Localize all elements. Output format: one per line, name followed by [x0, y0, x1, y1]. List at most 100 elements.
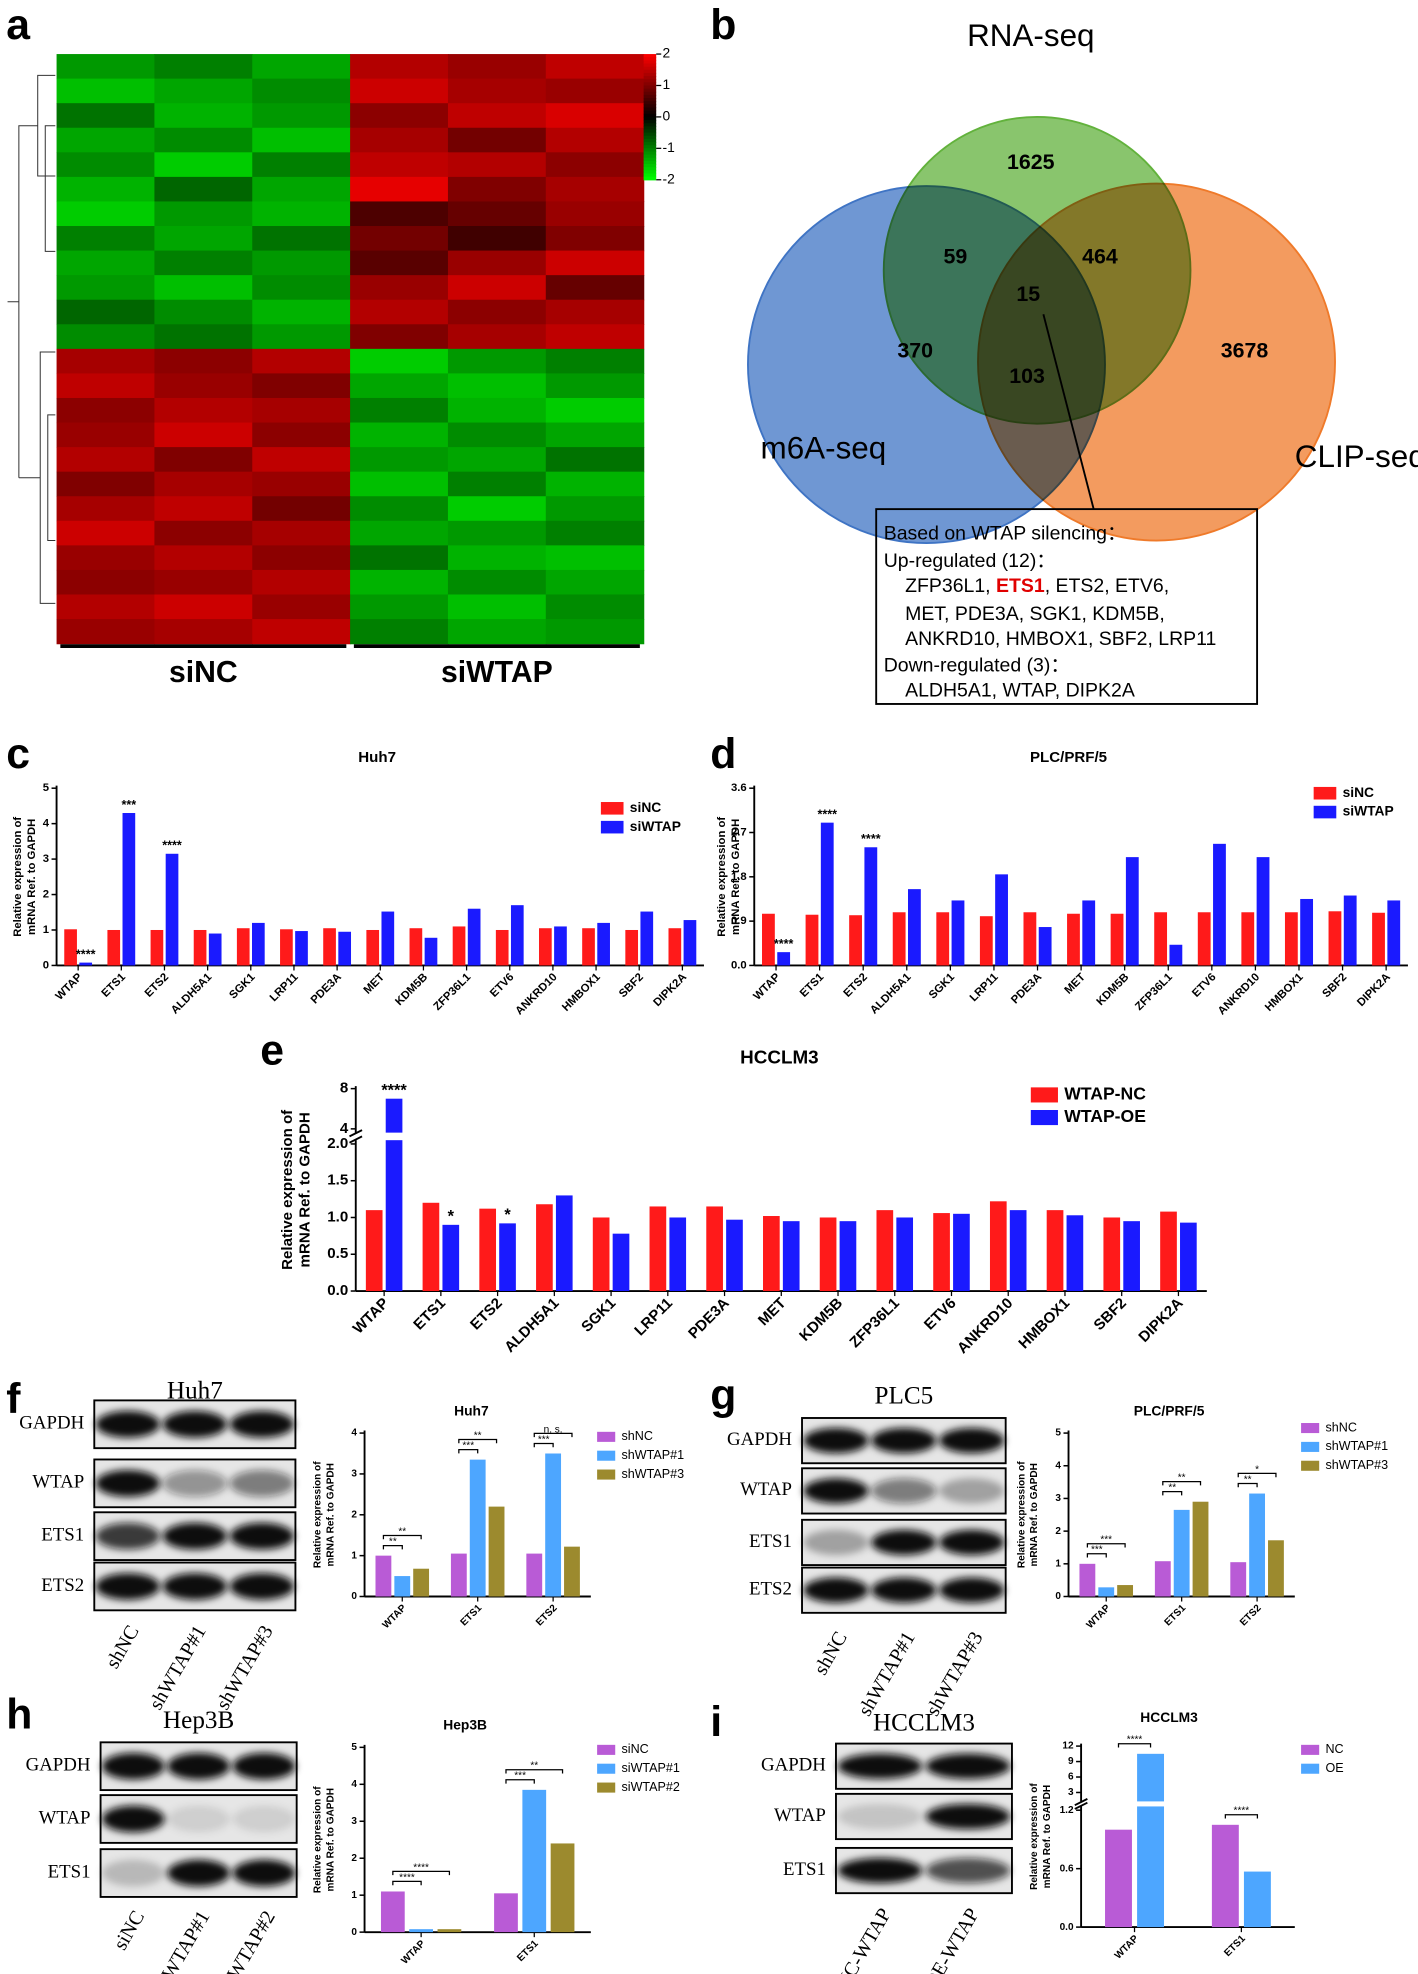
panel-letter: a: [6, 1, 31, 49]
bar: [107, 929, 121, 966]
axis-break: [348, 1132, 1210, 1141]
blot-band: [229, 1410, 295, 1438]
significance-label: *: [504, 1206, 511, 1224]
y-tick-label: 5: [351, 1742, 357, 1753]
bar: [979, 916, 993, 966]
heatmap-cell: [350, 348, 449, 375]
note-down-title: Down-regulated (3)：: [884, 654, 1070, 676]
heatmap-cell: [56, 520, 156, 546]
colorbar-segment: [643, 148, 657, 153]
colorbar-segment: [643, 66, 657, 71]
legend-label: siNC: [622, 1742, 649, 1756]
legend-swatch: [1030, 1110, 1058, 1126]
colorbar-segment: [643, 160, 657, 165]
bar: [1079, 1563, 1096, 1597]
bar: [550, 1843, 575, 1933]
bar: [495, 929, 509, 966]
blot-band: [837, 1753, 923, 1779]
bar: [1243, 1871, 1271, 1928]
legend-label: NC: [1325, 1742, 1343, 1756]
bracket-label: ****: [413, 1862, 429, 1873]
bar: [1110, 913, 1124, 966]
significance-label: ****: [861, 832, 881, 846]
y-tick-label: 2.0: [327, 1135, 348, 1152]
bar: [165, 853, 179, 966]
y-tick-label: 2: [1055, 1526, 1061, 1537]
heatmap-cell: [154, 569, 253, 596]
bar: [726, 1219, 743, 1292]
y-tick-label: 1.8: [731, 871, 747, 883]
heatmap-cell: [447, 545, 547, 571]
colorbar-segment: [643, 173, 657, 178]
significance-bracket: [505, 1769, 564, 1774]
note-up-line: ANKRD10, HMBOX1, SBF2, LRP11: [905, 628, 1216, 650]
panel-letter: b: [710, 1, 736, 49]
heatmap-cell: [56, 397, 156, 424]
x-tick-label: ETS2: [534, 1602, 560, 1628]
significance-bracket: [533, 1442, 554, 1448]
bar: [467, 908, 481, 966]
bar: [193, 929, 207, 966]
significance-bracket: [1086, 1543, 1126, 1548]
heatmap-cell: [350, 250, 449, 276]
bar: [442, 1224, 460, 1292]
x-tick-label: MET: [362, 971, 387, 996]
bar: [365, 1210, 383, 1292]
legend-label: siWTAP#2: [622, 1780, 680, 1794]
colorbar-segment: [643, 151, 657, 156]
chart-title: PLC/PRF/5: [1030, 749, 1107, 766]
heatmap-cell: [447, 78, 547, 104]
heatmap-cell: [252, 226, 351, 252]
legend-label: siNC: [630, 799, 661, 815]
y-tick-label: 12: [1062, 1741, 1074, 1752]
heatmap-cell: [252, 348, 351, 375]
colorbar-segment: [643, 72, 657, 77]
blot-title: PLC5: [875, 1383, 934, 1410]
y-tick-label: 0.6: [1060, 1863, 1074, 1874]
colorbar-segment: [643, 167, 657, 171]
heatmap-cell: [154, 201, 253, 227]
heatmap-cell: [350, 201, 449, 227]
significance-bracket: [1224, 1814, 1259, 1819]
y-tick-label: 0: [1055, 1591, 1061, 1602]
heatmap-cell: [154, 299, 253, 325]
heatmap-cell: [154, 324, 253, 350]
bar: [995, 874, 1008, 966]
bar: [1103, 1217, 1121, 1292]
bar: [896, 1217, 914, 1292]
x-tick-label: PDE3A: [309, 971, 344, 1006]
bar: [208, 933, 222, 966]
bar: [1173, 1509, 1190, 1597]
bar: [1125, 857, 1139, 966]
heatmap-cell: [350, 373, 449, 399]
significance-bracket: [392, 1870, 451, 1876]
y-axis-label-line: Relative expression of: [1029, 1783, 1040, 1890]
legend-swatch: [1301, 1744, 1320, 1755]
bar: [933, 1213, 950, 1292]
heatmap-cell: [447, 299, 547, 325]
bracket-label: **: [1178, 1472, 1186, 1483]
heatmap-cell: [56, 496, 156, 522]
panel-letter: g: [710, 1371, 736, 1419]
heatmap-cell: [252, 54, 351, 80]
bar: [597, 922, 610, 966]
bar: [450, 1553, 467, 1597]
bar: [469, 1459, 486, 1597]
y-axis-label: Relative expression of mRNA Ref. to GAPDH: [12, 817, 38, 937]
bar: [564, 1546, 580, 1597]
bar: [1066, 1215, 1084, 1292]
heatmap-cell: [350, 324, 449, 350]
blot-band: [162, 1573, 228, 1600]
legend-label: shWTAP#1: [1325, 1439, 1388, 1453]
bar: [510, 905, 524, 966]
venn-circle: [977, 182, 1336, 542]
significance-label: ****: [774, 937, 794, 951]
heatmap-cell: [350, 103, 449, 129]
x-tick-label: WTAP: [1085, 1603, 1113, 1631]
bar: [1023, 912, 1037, 966]
blot-row-label: ETS1: [749, 1531, 792, 1552]
y-axis-label-line: mRNA Ref. to GAPDH: [1029, 1463, 1040, 1566]
heatmap-cell: [56, 348, 156, 375]
bar: [536, 1204, 553, 1292]
heatmap-cell: [545, 373, 645, 399]
